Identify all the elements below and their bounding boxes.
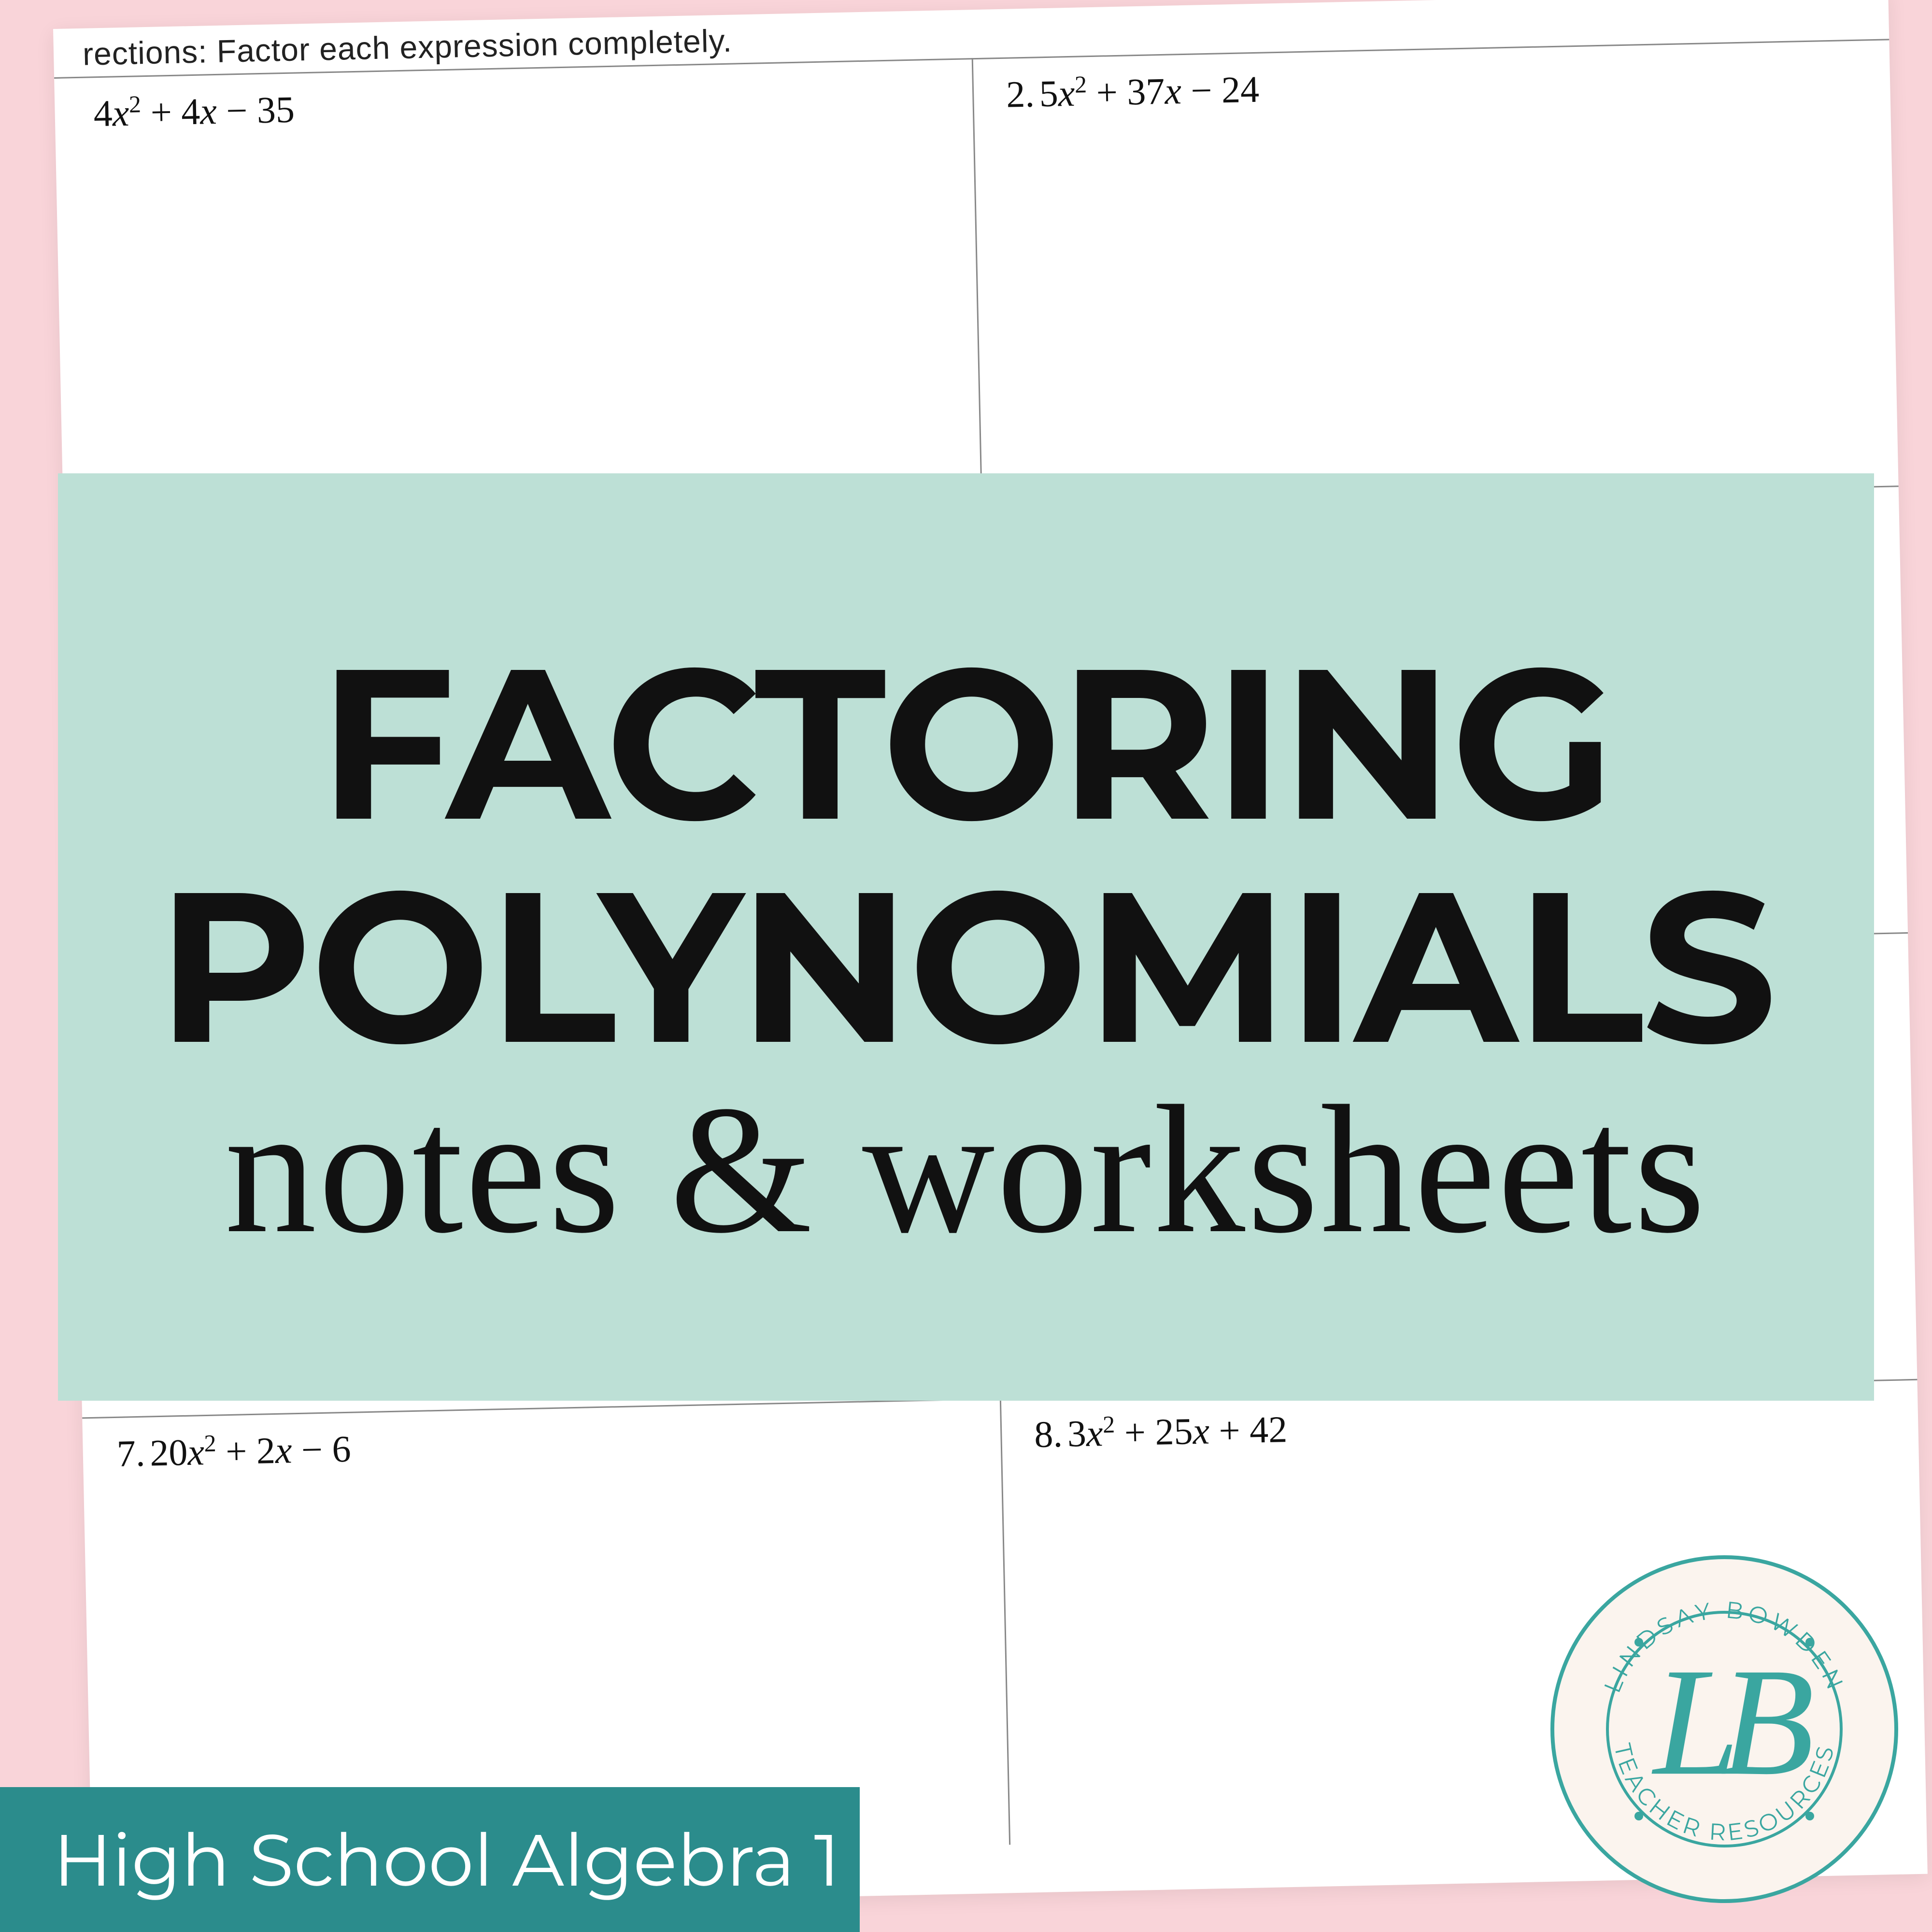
problem-expr: 4x2 + 4x − 35: [93, 88, 295, 135]
overlay-line1: FACTORING: [319, 631, 1613, 854]
problem-7: 7.20x2 + 2x − 6: [116, 1426, 352, 1476]
problem-expr: 20x2 + 2x − 6: [149, 1428, 351, 1474]
logo-initials: LB: [1653, 1633, 1795, 1811]
problem-expr: 5x2 + 37x − 24: [1039, 68, 1260, 115]
subject-badge: High School Algebra 1: [0, 1787, 860, 1932]
overlay-subtitle: notes & worksheets: [225, 1087, 1707, 1252]
problem-1: 4x2 + 4x − 35: [88, 87, 295, 136]
problem-cell: 2.5x2 + 37x − 24: [972, 39, 1899, 505]
problem-8: 8.3x2 + 25x + 42: [1034, 1406, 1288, 1456]
title-overlay: FACTORING POLYNOMIALS notes & worksheets: [58, 473, 1874, 1401]
problem-cell: 4x2 + 4x − 35: [54, 58, 981, 524]
problem-2: 2.5x2 + 37x − 24: [1006, 67, 1260, 116]
badge-text: High School Algebra 1: [53, 1816, 840, 1904]
problem-expr: 3x2 + 25x + 42: [1067, 1408, 1288, 1455]
author-logo: LINDSAY BOWDEN TEACHER RESOURCES LB: [1550, 1555, 1898, 1903]
overlay-line2: POLYNOMIALS: [157, 854, 1775, 1078]
